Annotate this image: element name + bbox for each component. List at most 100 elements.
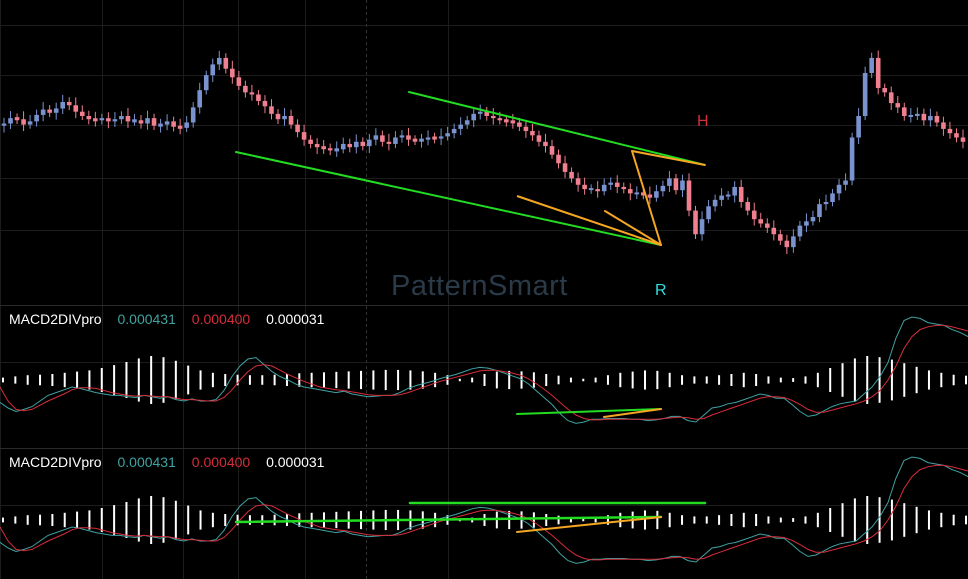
candle-body bbox=[660, 185, 666, 192]
histogram-bar bbox=[150, 356, 153, 404]
candle-body bbox=[230, 68, 235, 78]
candle-body bbox=[732, 186, 737, 196]
histogram-bar bbox=[730, 514, 733, 526]
histogram-bar bbox=[866, 496, 869, 544]
candle-body bbox=[575, 178, 581, 185]
candle-body bbox=[125, 116, 131, 122]
candle-body bbox=[869, 57, 874, 73]
histogram-bar bbox=[644, 510, 646, 530]
candle-body bbox=[510, 120, 516, 124]
histogram-bar bbox=[199, 370, 202, 390]
histogram-bar bbox=[39, 374, 42, 386]
histogram-bar bbox=[816, 372, 819, 388]
histogram-bar bbox=[755, 374, 758, 386]
histogram-bar bbox=[829, 368, 832, 392]
candle-body bbox=[836, 184, 842, 194]
histogram-bar bbox=[51, 514, 54, 526]
histogram-bar bbox=[681, 515, 684, 525]
candle-body bbox=[21, 119, 26, 125]
signal-line bbox=[0, 464, 968, 561]
histogram-bar bbox=[224, 514, 227, 526]
signal-value: 0.000400 bbox=[191, 454, 251, 470]
histogram-bar bbox=[606, 515, 609, 525]
candle-body bbox=[680, 180, 685, 191]
histogram-bar bbox=[631, 371, 634, 389]
hist-value: 0.000031 bbox=[266, 311, 325, 327]
histogram-bar bbox=[557, 375, 560, 385]
histogram-bar bbox=[310, 372, 313, 388]
candle-body bbox=[673, 178, 679, 191]
histogram-bar bbox=[718, 515, 721, 525]
pattern-overlays bbox=[234, 91, 707, 533]
candle-body bbox=[621, 186, 627, 190]
histogram-bar bbox=[471, 377, 474, 383]
price-candles bbox=[1, 50, 966, 255]
histogram-bar bbox=[779, 377, 782, 383]
candle-body bbox=[40, 109, 46, 115]
candle-body bbox=[301, 132, 307, 140]
indicator-label-1: MACD2DIVpro 0.000431 0.000400 0.000031 bbox=[9, 311, 336, 327]
candle-body bbox=[243, 85, 248, 93]
histogram-bar bbox=[927, 510, 930, 530]
candle-body bbox=[921, 113, 927, 121]
histogram-bar bbox=[767, 516, 770, 524]
candle-body bbox=[751, 210, 757, 220]
candle-body bbox=[66, 102, 72, 106]
candle-body bbox=[445, 133, 450, 137]
candle-body bbox=[517, 122, 522, 127]
histogram-bar bbox=[829, 508, 832, 532]
candle-body bbox=[34, 114, 39, 122]
histogram-bar bbox=[853, 498, 856, 542]
histogram-bar bbox=[619, 372, 622, 388]
histogram-bar bbox=[718, 375, 721, 385]
histogram-bar bbox=[236, 514, 239, 526]
candle-body bbox=[614, 182, 620, 187]
histogram-bar bbox=[927, 370, 930, 390]
histogram-bar bbox=[755, 514, 758, 526]
candle-body bbox=[758, 219, 764, 224]
candle-body bbox=[1, 123, 7, 126]
histogram-bar bbox=[51, 374, 54, 386]
histogram-bar bbox=[965, 515, 967, 525]
candle-body bbox=[947, 128, 953, 134]
histogram-bar bbox=[137, 498, 140, 542]
histogram-bar bbox=[199, 510, 202, 530]
candle-body bbox=[340, 143, 346, 150]
candle-body bbox=[941, 122, 946, 129]
histogram-bar bbox=[890, 359, 893, 401]
candle-body bbox=[269, 106, 274, 114]
histogram-bar bbox=[965, 375, 967, 385]
indicator-label-2: MACD2DIVpro 0.000431 0.000400 0.000031 bbox=[9, 454, 336, 470]
histogram-bar bbox=[952, 514, 955, 526]
macd-lines-1 bbox=[0, 316, 968, 424]
histogram-bar bbox=[582, 378, 585, 382]
candle-body bbox=[823, 202, 829, 205]
histogram-bar bbox=[569, 517, 572, 523]
histogram-bar bbox=[792, 518, 795, 522]
histogram-bar bbox=[779, 517, 782, 523]
candle-body bbox=[543, 141, 548, 147]
candle-body bbox=[321, 146, 326, 150]
histogram-bar bbox=[594, 377, 597, 383]
histogram-bar bbox=[804, 516, 807, 524]
histogram-bar bbox=[273, 514, 276, 526]
histogram-bar bbox=[409, 370, 412, 390]
candle-body bbox=[634, 192, 640, 195]
histogram-bar bbox=[236, 374, 239, 386]
histogram-bar bbox=[532, 512, 535, 528]
signal-value: 0.000400 bbox=[191, 311, 251, 327]
histogram-bar bbox=[273, 374, 276, 386]
histogram-bar bbox=[14, 376, 17, 384]
candle-body bbox=[849, 137, 855, 181]
histogram-bar bbox=[125, 362, 128, 398]
candle-body bbox=[582, 184, 587, 190]
histogram-bar bbox=[742, 372, 745, 388]
candle-body bbox=[888, 92, 894, 104]
candle-body bbox=[210, 64, 216, 76]
candle-body bbox=[216, 57, 222, 65]
candle-body bbox=[484, 111, 490, 116]
histogram-bar bbox=[360, 370, 363, 390]
candle-body bbox=[817, 204, 822, 218]
candle-body bbox=[882, 88, 888, 93]
histogram-bar bbox=[174, 360, 177, 400]
